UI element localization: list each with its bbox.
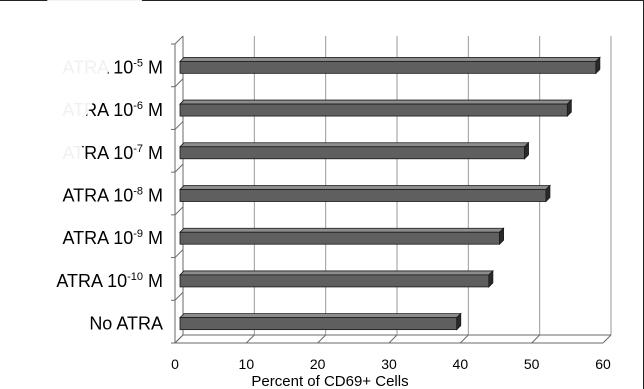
bar-side-face [499, 227, 504, 246]
bar-top-face [179, 142, 530, 148]
floor-diagonal [245, 334, 255, 344]
bar [179, 56, 601, 75]
bar-front-face [179, 189, 547, 202]
category-label: ATRA 10-10 M [56, 271, 163, 291]
category-label-unit: M [143, 271, 163, 291]
bar-side-face [545, 184, 551, 203]
category-label-base: ATRA 10 [56, 271, 127, 291]
floor-diagonal [388, 334, 398, 344]
bar-front-face [179, 317, 458, 331]
bar-front-face [179, 231, 500, 245]
wall-diagonal [174, 35, 184, 45]
category-label-unit: M [143, 100, 163, 120]
bar-top-face [179, 99, 573, 105]
category-label-unit: M [143, 143, 163, 163]
category-label: ATRA 10-8 M [63, 186, 163, 206]
category-label-base: ATRA 10 [63, 100, 134, 120]
category-label-base: ATRA 10 [63, 143, 134, 163]
bar-side-face [488, 269, 494, 288]
x-tick-label: 30 [381, 356, 397, 372]
bar [179, 269, 494, 288]
bar [179, 99, 573, 118]
category-label: ATRA 10-7 M [63, 143, 163, 163]
wall-diagonal [174, 291, 184, 301]
bars [179, 56, 601, 331]
category-label-base: ATRA 10 [63, 228, 134, 248]
category-label-exponent: -7 [133, 143, 143, 155]
x-tick-label: 10 [239, 356, 255, 372]
category-label-exponent: -5 [133, 57, 143, 69]
category-label-base: No ATRA [89, 314, 163, 334]
bar [179, 141, 530, 160]
category-label: ATRA 10-6 M [63, 100, 163, 120]
x-tick-label: 50 [524, 356, 540, 372]
x-tick-label: 20 [310, 356, 326, 372]
bar-side-face [524, 141, 529, 160]
category-label: No ATRA [89, 314, 163, 334]
bar [179, 184, 551, 203]
bar-front-face [179, 146, 525, 160]
category-label-base: ATRA 10 [63, 186, 134, 206]
floor-diagonal [531, 334, 541, 344]
wall-diagonal [174, 121, 184, 130]
bar [179, 227, 505, 246]
bar-side-face [566, 99, 572, 118]
x-tick-label: 0 [171, 356, 179, 372]
wall-diagonal [174, 249, 184, 258]
wall-diagonal [174, 163, 184, 173]
bar-front-face [179, 60, 597, 74]
bar-top-face [179, 313, 462, 319]
axes [171, 35, 612, 344]
bar-top-face [179, 185, 551, 190]
wall-diagonal [174, 334, 184, 344]
category-label: ATRA 10-5 M [63, 57, 163, 77]
category-label-exponent: -8 [133, 186, 143, 198]
x-tick-labels: 0 10 20 30 40 50 60 [171, 356, 611, 372]
x-tick-label: 40 [453, 356, 469, 372]
bar-top-face [179, 227, 505, 233]
x-tick-label: 60 [595, 356, 611, 372]
category-label-exponent: -9 [133, 228, 143, 240]
bar-side-face [595, 56, 601, 75]
bar-side-face [456, 312, 462, 331]
category-label: ATRA 10-9 M [63, 228, 163, 248]
x-axis-title: Percent of CD69+ Cells [251, 373, 408, 389]
category-label-base: ATRA 10 [63, 57, 134, 77]
category-label-exponent: -6 [133, 100, 143, 112]
bar-front-face [179, 274, 490, 288]
wall-diagonal [174, 206, 184, 216]
category-label-unit: M [143, 228, 163, 248]
bar-top-face [179, 56, 601, 62]
bar-top-face [179, 270, 494, 276]
floor-diagonal [459, 334, 469, 344]
floor-diagonal [602, 334, 612, 344]
category-label-unit: M [143, 186, 163, 206]
bar-front-face [179, 103, 568, 117]
floor-diagonal [317, 334, 327, 344]
category-label-unit: M [143, 57, 163, 77]
category-label-exponent: -10 [127, 271, 143, 283]
bar [179, 312, 462, 331]
wall-diagonal [174, 78, 184, 88]
